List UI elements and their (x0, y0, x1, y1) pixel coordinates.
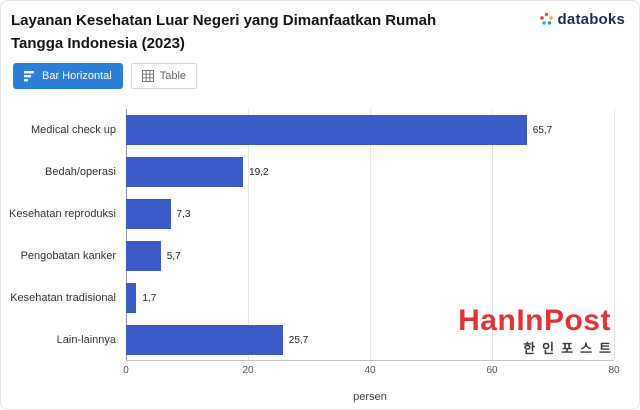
bar[interactable] (126, 283, 137, 313)
gridline (248, 109, 249, 360)
table-button[interactable]: Table (130, 63, 197, 89)
bar-track: 65,7 (126, 109, 614, 151)
gridline (126, 109, 127, 360)
bar-row: Bedah/operasi 19,2 (1, 151, 614, 193)
value-label: 7,3 (176, 208, 191, 220)
bar-horizontal-icon (24, 70, 36, 82)
gridline (492, 109, 493, 360)
chart-view-toolbar: Bar Horizontal Table (13, 63, 197, 89)
category-label: Kesehatan reproduksi (8, 208, 116, 220)
bar-track: 25,7 (126, 319, 614, 361)
x-tick-label: 80 (608, 365, 620, 376)
x-tick-label: 60 (486, 365, 498, 376)
bar-track: 19,2 (126, 151, 614, 193)
bar[interactable] (126, 199, 171, 229)
bar[interactable] (126, 115, 527, 145)
category-label: Bedah/operasi (45, 166, 116, 178)
databoks-brand[interactable]: databoks (539, 11, 625, 28)
bar-track: 5,7 (126, 235, 614, 277)
x-axis-label: persen (353, 391, 387, 403)
value-label: 65,7 (532, 124, 553, 136)
bar-track: 1,7 (126, 277, 614, 319)
value-label: 19,2 (249, 166, 269, 178)
bar[interactable] (126, 325, 283, 355)
x-tick-label: 40 (364, 365, 376, 376)
category-label: Kesehatan tradisional (10, 292, 116, 304)
plot-area (126, 109, 615, 361)
bar-chart: Medical check up 65,7 Bedah/operasi 19,2 Kes… (1, 101, 639, 409)
category-label: Pengobatan kanker (20, 250, 116, 262)
bar-horizontal-button-label: Bar Horizontal (42, 69, 112, 82)
x-axis-ticks: 0 20 40 60 80 (123, 365, 619, 379)
databoks-brand-label: databoks (557, 11, 625, 28)
value-label: 5,7 (166, 250, 181, 262)
bar-horizontal-button[interactable]: Bar Horizontal (13, 63, 123, 89)
bar[interactable] (126, 241, 161, 271)
bar-track: 7,3 (126, 193, 614, 235)
gridline (370, 109, 371, 360)
category-label: Lain-lainnya (56, 334, 116, 346)
bar-row: Kesehatan reproduksi 7,3 (1, 193, 614, 235)
category-label: Medical check up (31, 124, 116, 136)
bar-row: Kesehatan tradisional 1,7 (1, 277, 614, 319)
value-label: 1,7 (142, 292, 157, 304)
x-tick-label: 20 (242, 365, 254, 376)
databoks-logo-icon (539, 12, 554, 27)
x-tick-label: 0 (123, 365, 129, 376)
bar-row: Lain-lainnya 25,7 (1, 319, 614, 361)
table-button-label: Table (159, 69, 186, 82)
chart-title: Layanan Kesehatan Luar Negeri yang Diman… (11, 12, 437, 53)
bar-rows: Medical check up 65,7 Bedah/operasi 19,2 Kes… (1, 109, 614, 361)
value-label: 25,7 (288, 334, 309, 346)
table-icon (141, 70, 154, 82)
bar-row: Pengobatan kanker 5,7 (1, 235, 614, 277)
bar[interactable] (126, 157, 244, 187)
bar-row: Medical check up 65,7 (1, 109, 614, 151)
gridline (614, 109, 615, 360)
